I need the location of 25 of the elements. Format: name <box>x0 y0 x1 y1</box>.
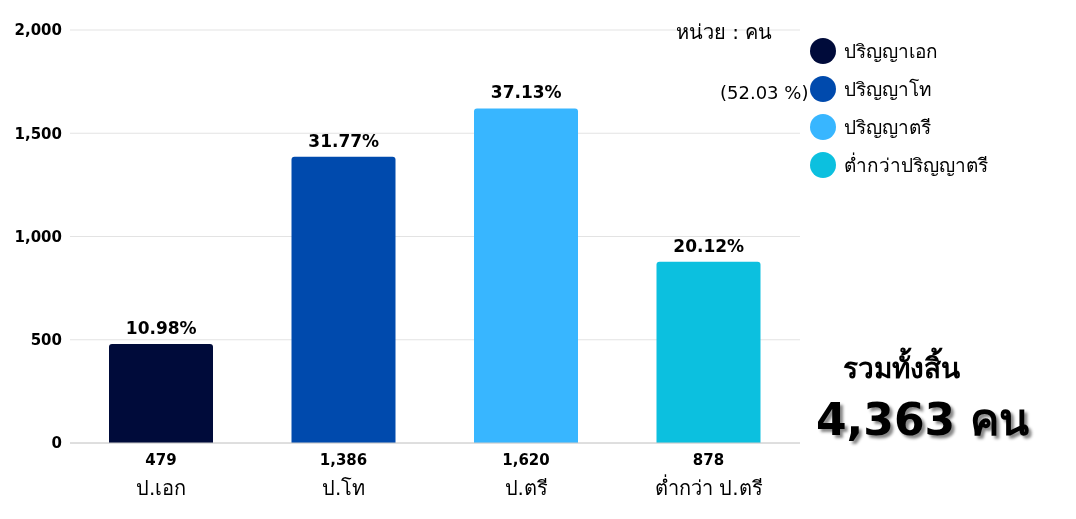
y-tick-label: 1,500 <box>14 124 62 143</box>
data-label: 878 <box>692 451 725 469</box>
legend-label: ต่ำกว่าปริญญาตรี <box>844 151 988 178</box>
legend-label: ปริญญาเอก <box>844 39 938 64</box>
annotation: หน่วย : คน <box>676 19 773 46</box>
x-tick-label: ต่ำกว่า ป.ตรี <box>654 474 763 501</box>
annotation: 31.77% <box>308 130 380 151</box>
y-tick-label: 0 <box>51 434 62 453</box>
data-label: 1,386 <box>319 451 368 469</box>
legend-label: ปริญญาโท <box>844 77 932 102</box>
x-tick-label: ป.โท <box>322 476 366 501</box>
x-tick-label: ป.ตรี <box>504 476 548 501</box>
annotation: 20.12% <box>673 235 745 256</box>
y-tick-label: 500 <box>30 331 62 350</box>
y-tick-label: 2,000 <box>14 21 62 40</box>
text: 4,363 คน <box>816 393 1030 447</box>
annotation: (52.03 %) <box>720 82 809 103</box>
data-label: 479 <box>145 451 177 469</box>
legend-label: ปริญญาตรี <box>844 115 931 140</box>
annotation: 37.13% <box>490 82 562 103</box>
text: รวมทั้งสิ้น <box>843 346 960 387</box>
annotation: 10.98% <box>125 318 197 339</box>
y-tick-label: 1,000 <box>14 227 62 246</box>
x-tick-label: ป.เอก <box>136 476 187 501</box>
data-label: 1,620 <box>502 451 550 469</box>
